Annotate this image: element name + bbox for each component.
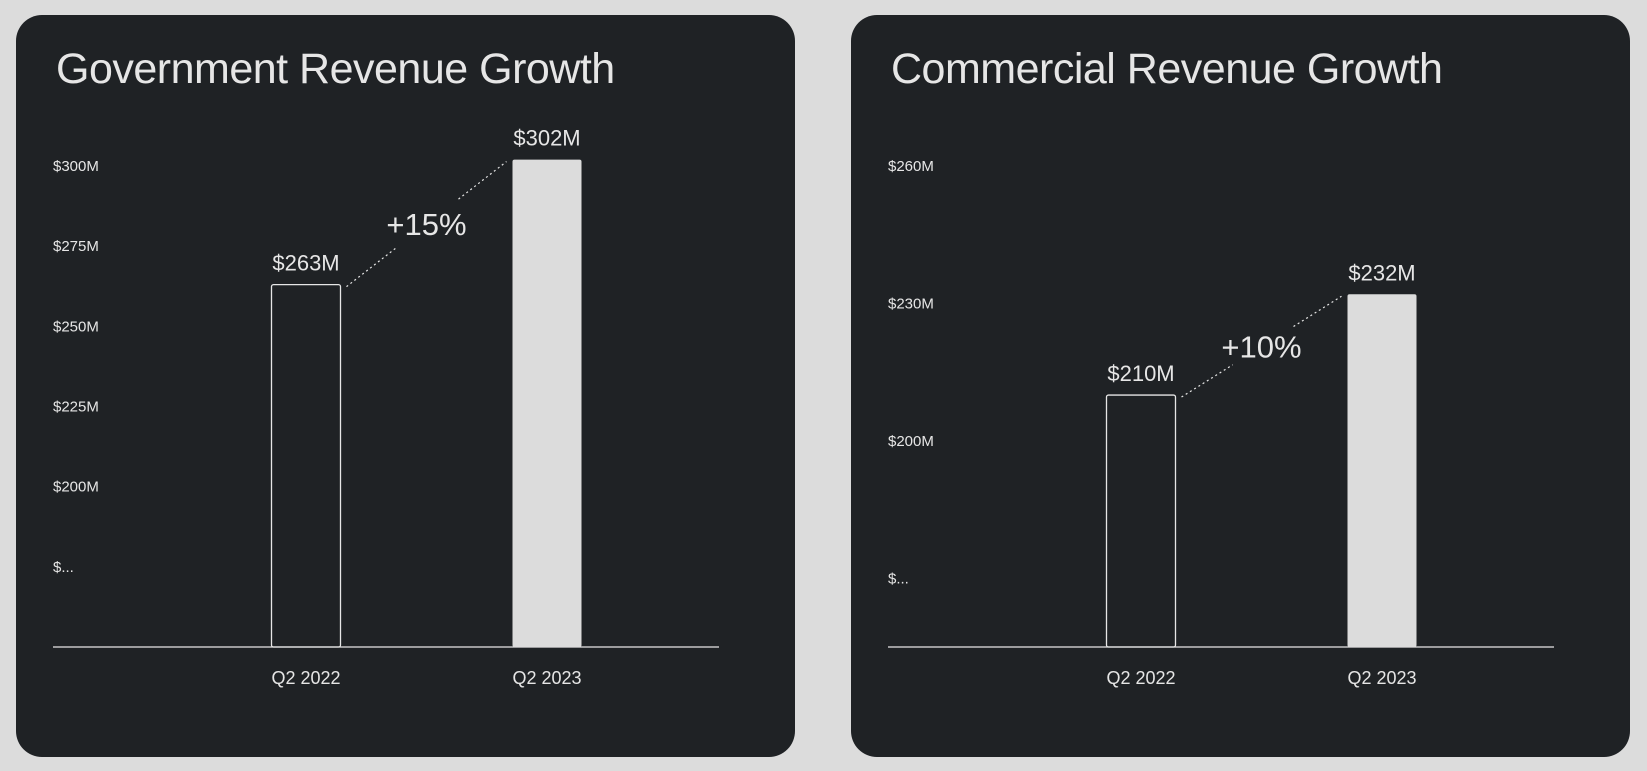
bar-q2-2022: [270, 283, 342, 648]
bar-q2-2023: [512, 159, 582, 647]
government-revenue-card: Government Revenue Growth $300M $275M $250…: [16, 15, 795, 757]
growth-connector-line: [1181, 364, 1234, 398]
bar-value-label: $302M: [513, 126, 580, 151]
y-tick-label: $275M: [53, 238, 99, 255]
y-tick-label: $200M: [53, 479, 99, 496]
y-tick-label: $...: [888, 570, 909, 587]
x-category-label: Q2 2022: [1106, 668, 1175, 688]
growth-connector-line: [458, 161, 507, 200]
bar-q2-2023: [1347, 294, 1417, 647]
y-tick-label: $...: [53, 559, 74, 576]
bar-value-label: $210M: [1107, 361, 1174, 386]
growth-connector-line: [1293, 295, 1342, 328]
x-category-label: Q2 2022: [271, 668, 340, 688]
y-tick-label: $200M: [888, 433, 934, 450]
x-category-label: Q2 2023: [512, 668, 581, 688]
growth-percent-label: +10%: [1221, 330, 1301, 365]
y-tick-label: $230M: [888, 295, 934, 312]
y-tick-label: $300M: [53, 158, 99, 175]
y-tick-label: $260M: [888, 158, 934, 175]
chart-title: Commercial Revenue Growth: [891, 45, 1443, 93]
commercial-revenue-chart: $260M $230M $200M $... $210M Q2 2022 $232M Q2 2…: [888, 158, 1554, 688]
bar-value-label: $263M: [272, 251, 339, 276]
growth-connector-line: [346, 246, 399, 288]
bar-value-label: $232M: [1348, 260, 1415, 285]
commercial-revenue-card: Commercial Revenue Growth $260M $230M $200…: [851, 15, 1630, 757]
growth-percent-label: +15%: [386, 207, 466, 242]
government-revenue-chart: $300M $275M $250M $225M $200M $... $263M Q2 202…: [53, 126, 719, 688]
x-category-label: Q2 2023: [1347, 668, 1416, 688]
y-tick-label: $250M: [53, 318, 99, 335]
y-tick-label: $225M: [53, 399, 99, 416]
chart-title: Government Revenue Growth: [56, 45, 615, 93]
bar-q2-2022: [1105, 394, 1177, 648]
